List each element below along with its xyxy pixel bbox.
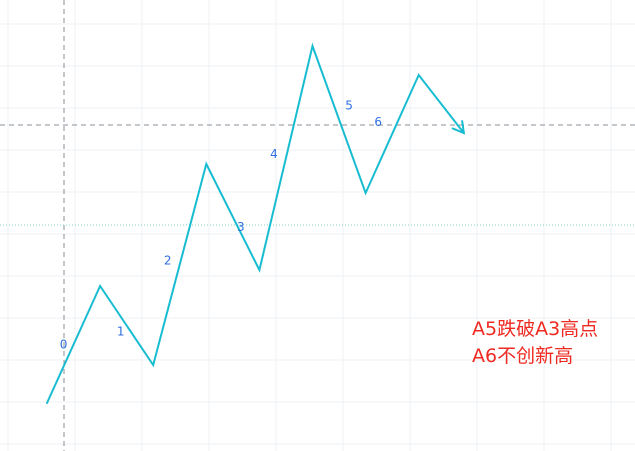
annotation-line-1: A5跌破A3高点 [472,318,599,340]
wave-label-3: 3 [237,220,245,234]
wave-label-6: 6 [374,115,382,129]
wave-label-1: 1 [117,325,125,339]
wave-label-4: 4 [270,147,278,161]
annotation-line-2: A6不创新高 [472,345,574,367]
wave-label-5: 5 [345,99,353,113]
end-arrow-marker [451,120,466,135]
annotation-box: A5跌破A3高点 A6不创新高 [472,316,598,370]
wave-label-0: 0 [60,338,68,352]
series-line [46,42,465,404]
series-layer [46,42,466,404]
point-labels: 0 1 2 3 4 5 6 [60,99,382,352]
wave-label-2: 2 [164,254,172,268]
